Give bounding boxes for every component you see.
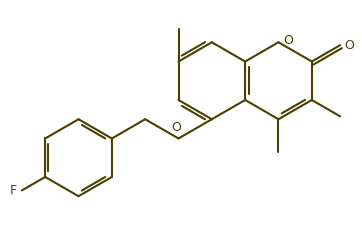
Text: O: O <box>172 121 181 134</box>
Text: F: F <box>10 184 17 197</box>
Text: O: O <box>283 34 293 47</box>
Text: O: O <box>344 39 354 52</box>
